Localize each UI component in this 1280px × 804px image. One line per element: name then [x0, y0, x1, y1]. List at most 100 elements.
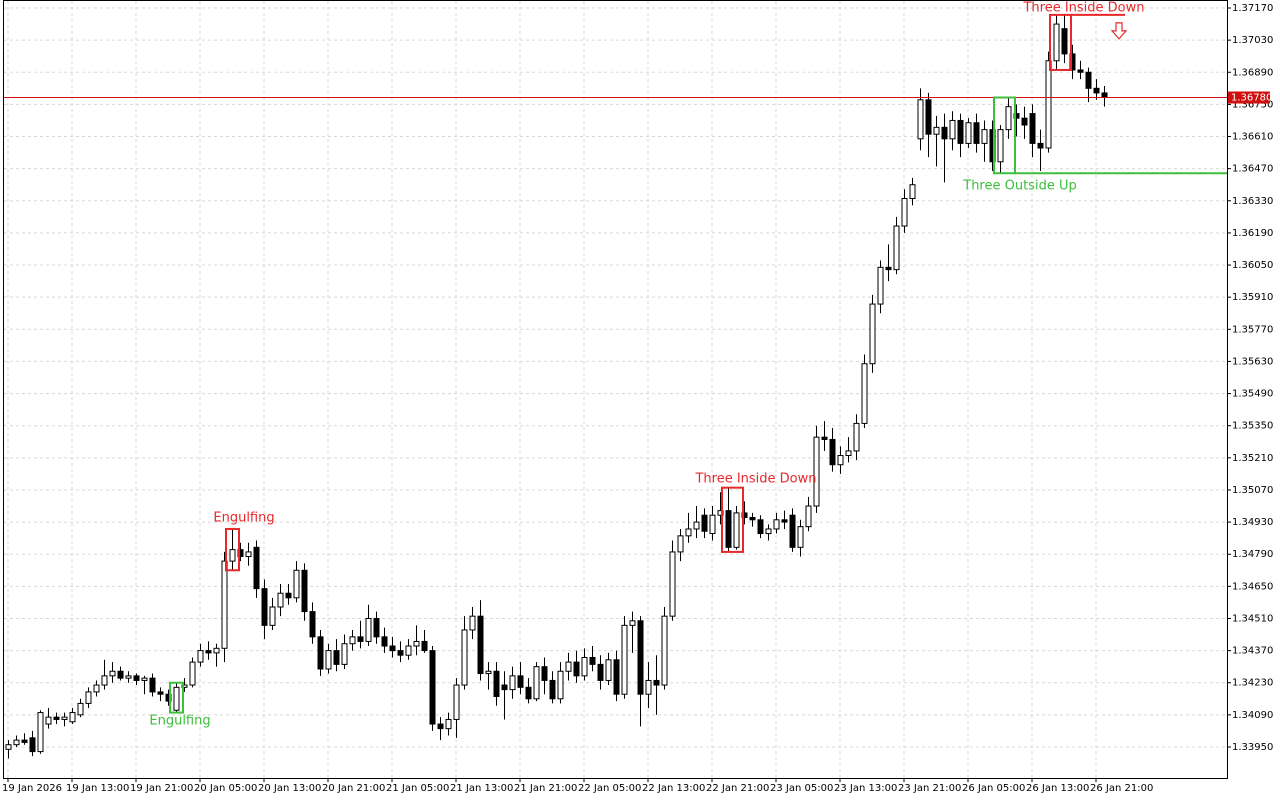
candle-body [853, 422, 860, 452]
candle-body [1093, 87, 1100, 94]
candle-body [269, 606, 276, 626]
candle-body [229, 549, 236, 562]
candle-body [797, 526, 804, 548]
candle-body [805, 505, 812, 528]
y-tick-label: 1.36610 [1232, 132, 1273, 143]
candle-body [1053, 23, 1060, 62]
candle-body [189, 661, 196, 686]
y-tick-label: 1.35770 [1232, 324, 1273, 335]
candle-body [709, 514, 716, 535]
candle-body [901, 197, 908, 227]
candle-body [733, 512, 740, 548]
candle-body [53, 716, 60, 720]
pattern-box [1049, 13, 1072, 71]
candle-body [245, 551, 252, 558]
candle-body [725, 510, 732, 548]
candle-body [957, 119, 964, 144]
y-tick-label: 1.36190 [1232, 228, 1273, 239]
candle-body [141, 677, 148, 681]
candle-body [621, 624, 628, 695]
candle-body [661, 615, 668, 686]
candle-body [325, 650, 332, 670]
x-tick-label: 21 Jan 13:00 [450, 783, 513, 794]
candle-body [485, 670, 492, 675]
candle-body [517, 675, 524, 688]
candle-body [573, 661, 580, 677]
candle-body [293, 569, 300, 599]
candle-body [557, 670, 564, 700]
pattern-label: Three Outside Up [962, 179, 1076, 194]
candle-body [885, 266, 892, 271]
candle-body [261, 588, 268, 626]
x-tick-label: 20 Jan 21:00 [322, 783, 385, 794]
candle-body [981, 129, 988, 144]
y-tick-label: 1.35910 [1232, 292, 1273, 303]
y-tick-label: 1.37030 [1232, 35, 1273, 46]
candle-body [285, 592, 292, 599]
current-price-box [1228, 91, 1270, 104]
y-tick-label: 1.35210 [1232, 453, 1273, 464]
candle-body [829, 438, 836, 466]
candle-body [933, 126, 940, 135]
candle-body [253, 546, 260, 590]
pattern-box [993, 96, 1016, 175]
candle-body [493, 670, 500, 698]
x-tick-label: 21 Jan 21:00 [514, 783, 577, 794]
candle-body [349, 636, 356, 645]
candle-body [69, 712, 76, 723]
candle-body [405, 645, 412, 656]
x-tick-label: 26 Jan 05:00 [962, 783, 1025, 794]
y-tick-label: 1.34370 [1232, 646, 1273, 657]
candle-body [925, 99, 932, 135]
candle-body [413, 640, 420, 647]
y-tick-label: 1.34230 [1232, 678, 1273, 689]
pattern-label: Three Inside Down [1022, 1, 1144, 16]
candle-body [597, 663, 604, 681]
candle-body [501, 684, 508, 691]
candle-body [813, 436, 820, 507]
candle-body [445, 718, 452, 730]
candle-body [421, 640, 428, 652]
candle-body [821, 436, 828, 440]
candle-body [45, 716, 52, 725]
candle-body [757, 519, 764, 535]
x-tick-label: 20 Jan 05:00 [194, 783, 257, 794]
candle-body [37, 712, 44, 753]
pattern-label: Engulfing [149, 714, 210, 729]
candle-body [837, 455, 844, 466]
candle-body [101, 675, 108, 686]
x-tick-label: 19 Jan 13:00 [66, 783, 129, 794]
candle-body [549, 679, 556, 700]
candle-body [861, 363, 868, 424]
candle-body [869, 303, 876, 365]
x-tick-label: 20 Jan 13:00 [258, 783, 321, 794]
candle-body [125, 675, 132, 679]
candle-body [365, 617, 372, 642]
candle-body [581, 656, 588, 677]
candle-body [669, 551, 676, 617]
candle-body [469, 615, 476, 631]
pattern-label: Three Inside Down [694, 472, 816, 487]
candle-body [1061, 28, 1068, 55]
y-tick-label: 1.34090 [1232, 710, 1273, 721]
x-tick-label: 21 Jan 05:00 [386, 783, 449, 794]
y-tick-label: 1.35070 [1232, 485, 1273, 496]
candle-body [677, 535, 684, 553]
candle-body [221, 560, 228, 649]
x-tick-label: 23 Jan 13:00 [834, 783, 897, 794]
candle-body [77, 702, 84, 716]
candle-body [389, 645, 396, 652]
candle-body [1101, 92, 1108, 99]
candle-body [533, 666, 540, 700]
y-tick-label: 1.34510 [1232, 613, 1273, 624]
candle-body [277, 592, 284, 608]
candle-body [1085, 71, 1092, 89]
candle-body [1005, 106, 1012, 131]
x-tick-label: 26 Jan 21:00 [1090, 783, 1153, 794]
plot-frame [3, 0, 1228, 779]
candle-body [1045, 60, 1052, 149]
pattern-label: Engulfing [213, 511, 274, 526]
y-tick-label: 1.34650 [1232, 581, 1273, 592]
candle-body [429, 650, 436, 725]
candle-body [461, 629, 468, 686]
